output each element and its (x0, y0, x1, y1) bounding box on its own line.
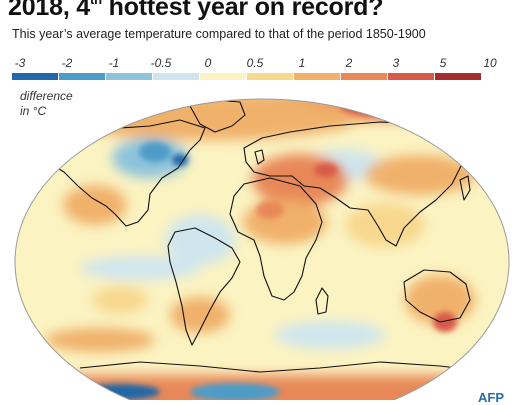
legend-swatch (435, 73, 481, 80)
legend-tick: 5 (439, 56, 447, 70)
legend-tick: 10 (483, 56, 497, 70)
legend-tick: 1 (298, 56, 306, 70)
legend-swatch (341, 73, 387, 80)
legend-tick: 0 (204, 56, 212, 70)
legend-tick: -1 (108, 56, 120, 70)
legend-swatch (294, 73, 340, 80)
legend-swatch (200, 73, 246, 80)
legend-swatch (388, 73, 434, 80)
legend-tick: -0.5 (150, 56, 172, 70)
legend-swatch (247, 73, 293, 80)
legend-tick: -2 (61, 56, 73, 70)
legend-swatch (12, 73, 58, 80)
page-title: 2018, 4th hottest year on record? (8, 0, 384, 21)
legend-tick: 0.5 (246, 56, 264, 70)
legend-tick: -3 (14, 56, 26, 70)
legend-tick: 2 (345, 56, 353, 70)
agency-credit: AFP (478, 390, 504, 405)
subtitle: This year’s average temperature compared… (12, 27, 426, 41)
legend-swatch (59, 73, 105, 80)
legend-swatch (106, 73, 152, 80)
legend-tick: 3 (392, 56, 400, 70)
legend-swatch (153, 73, 199, 80)
legend-caption: difference in °C (20, 89, 73, 118)
